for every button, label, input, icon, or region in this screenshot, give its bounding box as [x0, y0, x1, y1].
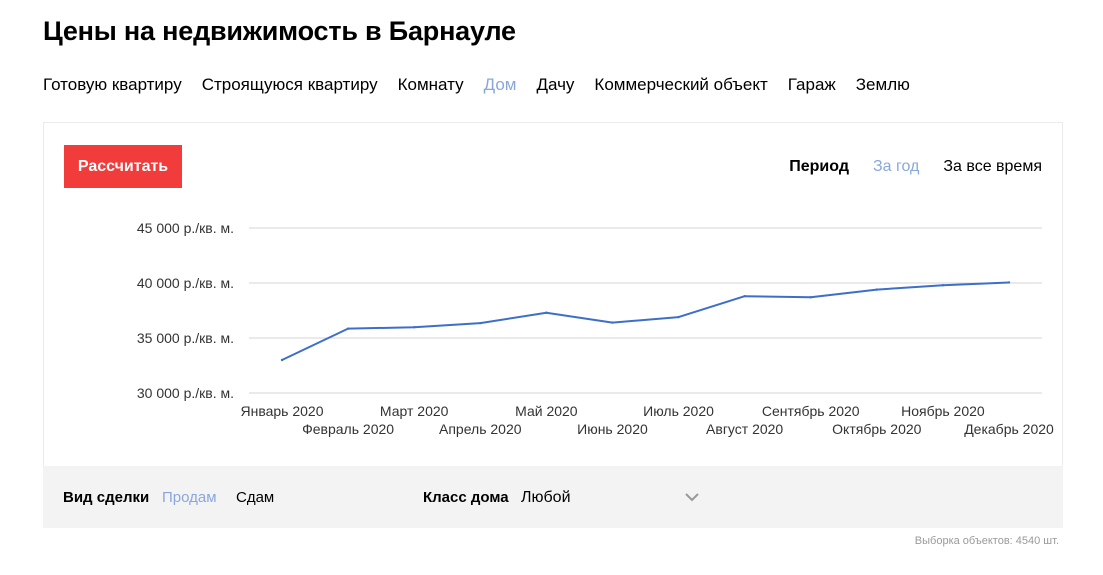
data-point — [280, 358, 284, 362]
nav-item-ready-apartment[interactable]: Готовую квартиру — [43, 75, 182, 94]
house-class-label: Класс дома — [423, 489, 509, 506]
x-tick-label: Декабрь 2020 — [964, 421, 1054, 437]
period-option-year[interactable]: За год — [872, 158, 920, 175]
data-point — [1007, 281, 1011, 284]
nav-item-commercial[interactable]: Коммерческий объект — [594, 75, 768, 94]
filters-bar: Вид сделки Продам Сдам Класс дома Любой — [43, 466, 1063, 528]
x-tick-label: Август 2020 — [706, 421, 783, 437]
x-tick-label: Октябрь 2020 — [832, 421, 922, 437]
period-option-all-time[interactable]: За все время — [943, 158, 1042, 175]
page-title: Цены на недвижимость в Барнауле — [43, 16, 516, 46]
data-point — [479, 321, 482, 325]
nav-item-room[interactable]: Комнату — [397, 75, 464, 94]
x-tick-label: Июль 2020 — [643, 403, 714, 419]
calculate-button[interactable]: Рассчитать — [64, 145, 182, 188]
x-tick-label: Май 2020 — [515, 403, 578, 419]
period-selector: Период За год За все время — [789, 157, 1042, 177]
data-point — [412, 326, 416, 329]
chart-panel: Рассчитать Период За год За все время 45… — [43, 122, 1063, 467]
data-point — [743, 295, 746, 298]
nav-item-dacha[interactable]: Дачу — [536, 75, 575, 94]
y-tick-label: 40 000 р./кв. м. — [137, 275, 234, 291]
data-point — [611, 321, 614, 324]
price-line-chart: 45 000 р./кв. м. 40 000 р./кв. м. 35 000 р… — [137, 220, 1054, 437]
x-tick-label: Апрель 2020 — [439, 421, 522, 437]
data-point — [941, 284, 945, 287]
chevron-down-icon[interactable] — [683, 490, 701, 504]
y-tick-label: 30 000 р./кв. м. — [137, 385, 234, 401]
y-tick-label: 45 000 р./кв. м. — [137, 220, 234, 236]
data-point — [875, 288, 879, 291]
x-tick-label: Март 2020 — [380, 403, 449, 419]
house-class-select[interactable]: Любой — [521, 489, 571, 506]
y-tick-label: 35 000 р./кв. м. — [137, 330, 234, 346]
data-point — [809, 296, 812, 299]
sample-count: Выборка объектов: 4540 шт. — [914, 535, 1059, 547]
period-label: Период — [789, 158, 849, 175]
data-point — [677, 315, 680, 319]
data-point — [545, 311, 548, 314]
deal-option-sell[interactable]: Продам — [162, 489, 217, 506]
property-type-nav: Готовую квартиру Строящуюся квартиру Ком… — [43, 72, 930, 98]
x-tick-label: Ноябрь 2020 — [901, 403, 985, 419]
series-line — [281, 281, 1010, 361]
x-tick-label: Январь 2020 — [240, 403, 323, 419]
x-tick-label: Февраль 2020 — [302, 421, 394, 437]
nav-item-land[interactable]: Землю — [855, 75, 910, 94]
deal-option-rent[interactable]: Сдам — [236, 489, 275, 506]
x-tick-label: Сентябрь 2020 — [762, 403, 860, 419]
deal-type-label: Вид сделки — [63, 489, 150, 506]
data-point — [346, 327, 350, 330]
nav-item-new-apartment[interactable]: Строящуюся квартиру — [201, 75, 378, 94]
nav-item-garage[interactable]: Гараж — [787, 75, 836, 94]
nav-item-house[interactable]: Дом — [483, 75, 517, 94]
x-tick-label: Июнь 2020 — [577, 421, 648, 437]
